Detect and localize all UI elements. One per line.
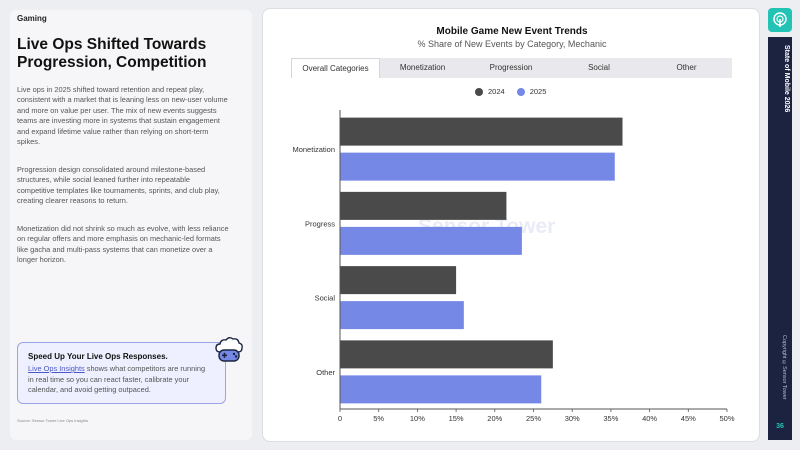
promo-title: Speed Up Your Live Ops Responses. [28, 352, 168, 361]
x-tick-label: 50% [719, 414, 734, 423]
x-tick-label: 15% [449, 414, 464, 423]
x-tick-label: 45% [681, 414, 696, 423]
sensor-tower-logo-icon [773, 12, 787, 27]
headline: Live Ops Shifted Towards Progression, Co… [17, 36, 207, 71]
copyright-text: Copyright ©Sensor Tower [781, 335, 787, 400]
bar-monetization-2025 [340, 152, 615, 181]
chart-subtitle: % Share of New Events by Category, Mecha… [417, 39, 607, 49]
legend-dot-2025 [516, 87, 525, 96]
x-tick-label: 0 [338, 414, 342, 423]
promo-body: Live Ops Insights shows what competitors… [28, 364, 208, 396]
source-note: Source: Sensor Tower Live Ops Insights [17, 418, 89, 423]
bar-chart: Monetization Progress Social Other 0 5% 10% 15%… [292, 110, 735, 423]
bar-progress-2024 [340, 191, 507, 220]
promo-box: Speed Up Your Live Ops Responses. Live O… [17, 337, 243, 404]
x-tick-label: 40% [642, 414, 657, 423]
cloud-gamepad-icon [215, 337, 243, 362]
legend-dot-2024 [475, 87, 483, 96]
bar-other-2024 [340, 340, 553, 369]
paragraph-1: Live ops in 2025 shifted toward retentio… [17, 85, 228, 147]
promo-body-text: shows what competitors are running in re… [28, 364, 206, 394]
legend-label-2024: 2024 [488, 87, 505, 96]
x-tick-label: 10% [410, 414, 425, 423]
tab-progression[interactable]: Progression [489, 63, 533, 72]
bar-social-2025 [340, 301, 464, 330]
bar-social-2024 [340, 266, 457, 295]
legend-label-2025: 2025 [529, 87, 547, 96]
bar-progress-2025 [340, 226, 522, 255]
chart-panel: Mobile Game New Event Trends % Share of … [262, 8, 760, 442]
sensor-tower-logo [768, 8, 792, 32]
category-label: Gaming [17, 14, 47, 23]
report-title: State of Mobile 2026 [783, 45, 790, 113]
x-tick-label: 20% [487, 414, 502, 423]
chart-legend: 2024 2025 [475, 87, 558, 96]
x-tick-label: 5% [373, 414, 384, 423]
bar-other-2025 [340, 375, 542, 404]
live-ops-insights-link[interactable]: Live Ops Insights [28, 364, 85, 373]
bar-monetization-2024 [340, 117, 623, 146]
tab-social[interactable]: Social [588, 63, 610, 72]
x-tick-label: 30% [565, 414, 580, 423]
x-tick-label: 35% [603, 414, 618, 423]
legend-item-2025[interactable]: 2025 [516, 87, 547, 96]
side-strip: State of Mobile 2026 Copyright ©Sensor T… [768, 37, 792, 440]
paragraph-3: Monetization did not shrink so much as e… [17, 224, 229, 265]
page-number: 36 [776, 423, 784, 430]
tab-overall-categories[interactable]: Overall Categories [291, 58, 380, 78]
paragraph-2: Progression design consolidated around m… [17, 165, 220, 206]
x-tick-label: 25% [526, 414, 541, 423]
tab-other[interactable]: Other [676, 63, 697, 72]
category-label-progress: Progress [305, 219, 335, 228]
category-label-social: Social [315, 294, 336, 303]
chart-title: Mobile Game New Event Trends [436, 26, 588, 37]
legend-item-2024[interactable]: 2024 [475, 87, 505, 96]
category-label-other: Other [316, 368, 335, 377]
category-label-monetization: Monetization [292, 145, 335, 154]
category-tabs: Overall Categories Monetization Progress… [291, 58, 732, 78]
tab-monetization[interactable]: Monetization [399, 63, 446, 72]
